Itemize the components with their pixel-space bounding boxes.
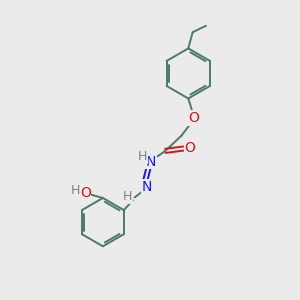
Text: O: O <box>80 186 91 200</box>
Text: H: H <box>71 184 80 197</box>
Text: H: H <box>138 150 147 163</box>
Text: O: O <box>184 141 196 154</box>
Text: N: N <box>146 155 156 169</box>
Text: N: N <box>142 180 152 194</box>
Text: H: H <box>123 190 132 203</box>
Text: O: O <box>188 111 199 125</box>
